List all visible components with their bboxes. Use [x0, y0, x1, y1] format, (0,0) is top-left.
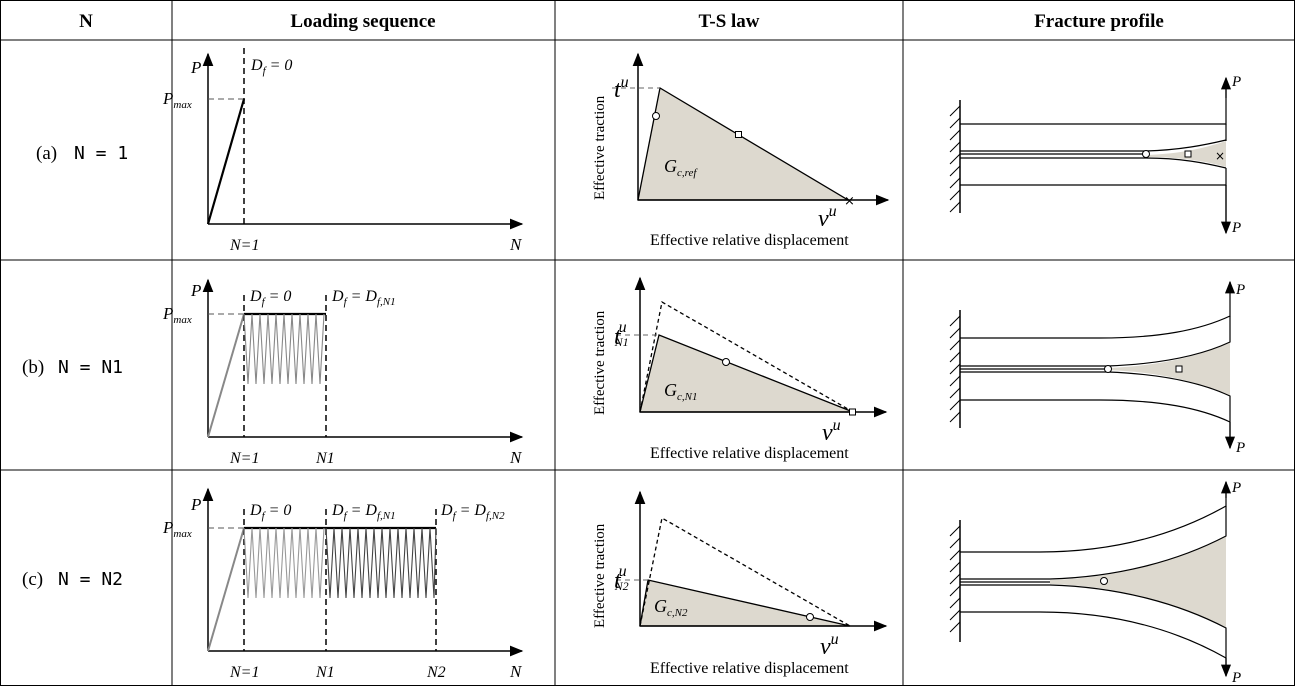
ts-a-area	[637, 86, 851, 201]
profile-b-square-marker	[1175, 365, 1183, 373]
cyclic-load-zigzag-b	[243, 313, 325, 385]
ts-b-area	[639, 334, 854, 413]
profile-b-top-load: P	[1235, 282, 1245, 298]
profile-a-circle-marker	[1142, 150, 1150, 158]
table-header: N Loading sequence T-S law Fracture prof…	[79, 11, 1164, 32]
loading-c-p-axis: P	[190, 495, 201, 514]
profile-c-top-load: P	[1231, 480, 1241, 496]
ts-b-reference-dashed	[639, 300, 854, 413]
loading-c-tick-N2: N2	[426, 664, 446, 681]
loading-c-tick-n1: N=1	[229, 664, 259, 681]
loading-b-pmax: Pmax	[162, 304, 192, 326]
profile-b-bottom-load: P	[1235, 440, 1245, 456]
cyclic-load-zigzag-c2	[325, 527, 437, 599]
ts-c-area	[639, 579, 851, 627]
loading-b-tick-n1: N=1	[229, 450, 259, 467]
row-b-prefix: (b)	[22, 357, 44, 378]
fracture-profile-c: P P	[949, 480, 1241, 686]
ts-b-square-marker	[849, 408, 856, 416]
loading-diagram-b: P Pmax Df = 0 Df = Df,N1 N N=1 N1	[162, 278, 524, 467]
loading-b-tick-N1: N1	[315, 450, 335, 467]
row-b-equation: N = N1	[58, 357, 123, 378]
header-fracture-profile: Fracture profile	[1034, 11, 1164, 32]
ts-c-ylabel: Effective traction	[592, 523, 608, 628]
loading-diagram-a: P Pmax Df = 0 N N=1	[162, 48, 524, 254]
ts-c-v-label: vu	[820, 631, 839, 660]
ts-b-g-label: Gc,N1	[664, 380, 697, 403]
loading-a-df: Df = 0	[250, 57, 292, 77]
loading-b-df2: Df = Df,N1	[331, 288, 396, 308]
ts-a-x-marker: ×	[844, 194, 855, 209]
loading-a-pmax: Pmax	[162, 89, 192, 111]
row-a-prefix: (a)	[36, 143, 57, 164]
loading-c-df2: Df = Df,N1	[331, 502, 396, 522]
profile-a-bottom-load: P	[1231, 220, 1241, 236]
header-ts-law: T-S law	[698, 11, 759, 32]
loading-a-p-axis: P	[190, 58, 201, 77]
ts-a-circle-marker	[652, 112, 660, 120]
ts-law-c: Effective traction Effective relative di…	[592, 490, 888, 677]
wall-hatch-c	[949, 525, 961, 633]
loading-b-df1: Df = 0	[249, 288, 291, 308]
loading-b-p-axis: P	[190, 281, 201, 300]
loading-c-n-axis: N	[509, 662, 523, 681]
profile-a-top-load: P	[1231, 74, 1241, 90]
ts-a-g-label: Gc,ref	[664, 156, 698, 179]
ts-a-ylabel: Effective traction	[592, 95, 608, 200]
ts-b-v-label: vu	[822, 417, 841, 446]
ts-b-xlabel: Effective relative displacement	[650, 445, 849, 462]
loading-b-n-axis: N	[509, 448, 523, 467]
ts-b-circle-marker	[722, 358, 730, 366]
ts-law-a: × Effective traction Effective relative …	[592, 52, 890, 249]
ts-a-square-marker	[735, 131, 742, 138]
loading-c-tick-N1: N1	[315, 664, 335, 681]
row-a-equation: N = 1	[74, 143, 128, 164]
ts-b-ylabel: Effective traction	[592, 310, 608, 415]
loading-c-pmax: Pmax	[162, 518, 192, 540]
profile-c-circle-marker	[1100, 577, 1108, 585]
ts-c-reference-dashed	[639, 516, 851, 627]
ts-c-t-label: tu N2	[614, 563, 629, 594]
loading-c-df1: Df = 0	[249, 502, 291, 522]
ts-a-v-label: vu	[818, 203, 837, 232]
ts-a-t-label: tu	[614, 74, 629, 103]
row-c-equation: N = N2	[58, 569, 123, 590]
fracture-profile-a: × P P	[949, 74, 1241, 236]
loading-a-n-axis: N	[509, 235, 523, 254]
cyclic-load-zigzag-c1	[243, 527, 325, 599]
header-n: N	[79, 11, 93, 32]
fracture-profile-b: P P	[949, 280, 1245, 456]
wall-hatch-a	[949, 105, 961, 213]
header-loading: Loading sequence	[290, 11, 435, 32]
loading-a-tick-n1: N=1	[229, 237, 259, 254]
row-labels: (a) N = 1 (b) N = N1 (c) N = N2	[22, 143, 128, 590]
ts-c-circle-marker	[806, 613, 814, 621]
profile-c-bottom-load: P	[1231, 670, 1241, 686]
ts-a-xlabel: Effective relative displacement	[650, 232, 849, 249]
row-c-prefix: (c)	[22, 569, 43, 590]
ts-b-t-label: tu N1	[614, 319, 629, 350]
profile-a-x-marker: ×	[1215, 149, 1225, 163]
ts-law-b: Effective traction Effective relative di…	[592, 276, 888, 462]
ts-c-g-label: Gc,N2	[654, 596, 688, 619]
loading-c-df3: Df = Df,N2	[440, 502, 505, 522]
ts-c-xlabel: Effective relative displacement	[650, 660, 849, 677]
loading-diagram-c: P Pmax Df = 0 Df = Df,N1 Df = Df,N2 N N=…	[162, 487, 524, 681]
profile-a-square-marker	[1184, 150, 1192, 158]
wall-hatch-b	[949, 315, 961, 423]
profile-b-circle-marker	[1104, 365, 1112, 373]
